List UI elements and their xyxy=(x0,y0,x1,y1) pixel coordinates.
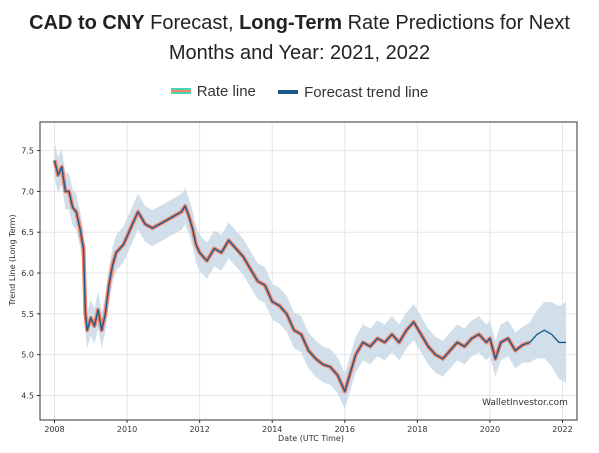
y-tick-label: 4.5 xyxy=(21,392,34,401)
legend-rate-label: Rate line xyxy=(196,82,256,100)
title-text-1: Forecast, xyxy=(144,12,240,34)
title-line-2: Months and Year: 2021, 2022 xyxy=(168,42,431,64)
x-tick-label: 2010 xyxy=(117,425,137,434)
y-tick-label: 6.5 xyxy=(21,228,34,237)
y-axis-ticks: 4.5 5.0 5.5 6.0 6.5 7.0 7.5 xyxy=(21,147,40,401)
title-line-1: CAD to CNY Forecast, Long-Term Rate Pred… xyxy=(0,8,599,38)
chart-title: CAD to CNY Forecast, Long-Term Rate Pred… xyxy=(0,8,599,68)
y-tick-label: 7.5 xyxy=(21,147,34,156)
y-tick-label: 6.0 xyxy=(21,269,34,278)
plot-area xyxy=(40,122,577,420)
x-tick-label: 2008 xyxy=(44,425,64,434)
forecast-line-swatch-icon xyxy=(278,90,299,94)
y-tick-label: 5.5 xyxy=(21,310,34,319)
x-tick-label: 2020 xyxy=(480,425,500,434)
title-pair: CAD to CNY xyxy=(29,12,145,34)
title-term: Long-Term xyxy=(239,12,343,34)
x-tick-label: 2016 xyxy=(335,425,355,434)
y-tick-label: 7.0 xyxy=(21,187,34,196)
chart-legend: Rate line Forecast trend line xyxy=(0,81,599,101)
rate-trend-line-series xyxy=(53,160,531,393)
series-lines xyxy=(52,159,567,394)
x-tick-label: 2018 xyxy=(407,425,427,434)
x-axis-ticks: 2008 2010 2012 2014 2016 2018 2020 2022 xyxy=(44,420,573,434)
plot-frame xyxy=(39,121,578,421)
legend-item-forecast[interactable]: Forecast trend line xyxy=(278,84,428,101)
rate-line-swatch-icon xyxy=(170,88,191,94)
y-axis-label: Trend Line (Long Term) xyxy=(8,214,17,306)
legend-forecast-label: Forecast trend line xyxy=(304,83,429,101)
x-axis-label: Date (UTC Time) xyxy=(278,434,344,443)
y-tick-label: 5.0 xyxy=(21,351,34,360)
x-tick-label: 2012 xyxy=(189,425,209,434)
x-tick-label: 2014 xyxy=(262,425,282,434)
watermark: WalletInvestor.com xyxy=(482,398,568,408)
x-tick-label: 2022 xyxy=(552,425,572,434)
title-text-2: Rate Predictions for Next xyxy=(342,12,570,34)
forecast-trend-line-series xyxy=(529,329,567,344)
legend-item-rate[interactable]: Rate line xyxy=(170,82,256,100)
